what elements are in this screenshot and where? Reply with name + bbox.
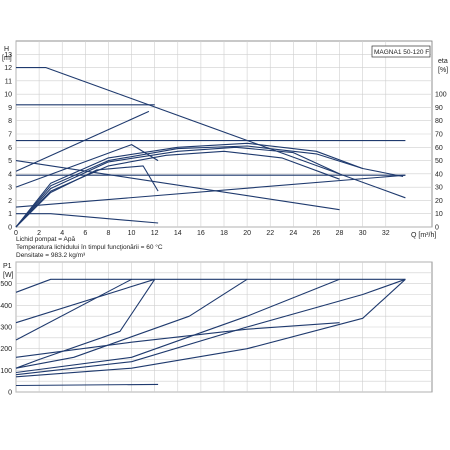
y-left-tick-label: 11 <box>5 78 12 85</box>
x-tick-label: 28 <box>336 230 344 237</box>
note-temperature: Temperatura lichidului în timpul funcţio… <box>16 243 163 251</box>
y-right-tick-label: 30 <box>435 185 443 192</box>
y-left-tick-label: 5 <box>8 158 12 165</box>
y-left-tick-label: 7 <box>8 132 12 139</box>
bottom-series-line <box>15 322 340 358</box>
x-tick-label: 18 <box>220 230 228 237</box>
x-tick-label: 0 <box>14 230 18 237</box>
x-tick-label: 8 <box>106 230 110 237</box>
y-left-tick-label: 12 <box>4 65 12 72</box>
y-tick-label: 500 <box>0 281 12 288</box>
x-tick-label: 26 <box>313 230 321 237</box>
y-right-tick-label: 60 <box>435 145 443 152</box>
y-tick-label: 0 <box>8 390 12 397</box>
bottom-series-line <box>15 278 406 293</box>
y-right-tick-label: 100 <box>435 92 447 99</box>
bottom-series-line <box>15 278 406 376</box>
x-tick-label: 32 <box>382 230 390 237</box>
x-tick-label: 4 <box>60 230 64 237</box>
y-tick-label: 100 <box>0 368 12 375</box>
y-left-tick-label: 2 <box>8 198 12 205</box>
x-tick-label: 2 <box>37 230 41 237</box>
power-chart: 0 100 200 300 400 500 P1 [W] <box>0 261 433 397</box>
x-tick-label: 14 <box>174 230 182 237</box>
x-axis-unit-label: Q [m³/h] <box>411 232 436 239</box>
bottom-series-line <box>15 278 406 378</box>
bottom-series-line <box>15 278 340 374</box>
top-series-line <box>15 144 159 188</box>
top-series-line <box>16 67 406 199</box>
y-left-unit-top: H <box>4 46 9 53</box>
bottom-series-line <box>15 278 156 369</box>
top-series-line <box>15 146 340 228</box>
x-tick-label: 6 <box>83 230 87 237</box>
top-series-line <box>15 160 340 211</box>
y-left-tick-label: 0 <box>8 225 12 232</box>
y-right-tick-label: 20 <box>435 198 443 205</box>
x-tick-label: 10 <box>128 230 136 237</box>
y-unit-bottom: [W] <box>3 272 14 279</box>
y-left-tick-label: 10 <box>4 92 12 99</box>
y-left-unit-bottom: [m] <box>2 55 12 62</box>
note-density: Densitate = 983.2 kg/m³ <box>16 252 86 259</box>
y-right-tick-label: 40 <box>435 171 443 178</box>
x-tick-label: 22 <box>266 230 274 237</box>
top-series-line <box>16 213 159 224</box>
y-right-unit-top: eta <box>438 58 448 65</box>
y-tick-label: 400 <box>0 303 12 310</box>
bottom-series-line <box>15 278 132 341</box>
y-right-tick-label: 10 <box>435 211 443 218</box>
y-left-tick-label: 6 <box>8 145 12 152</box>
note-liquid: Lichid pompat = Apă <box>16 236 75 243</box>
bottom-grid <box>15 261 432 393</box>
x-tick-label: 20 <box>243 230 251 237</box>
bottom-series-line <box>15 278 248 369</box>
y-tick-label: 300 <box>0 325 12 332</box>
y-left-tick-label: 1 <box>8 211 12 218</box>
y-right-tick-label: 70 <box>435 132 443 139</box>
head-efficiency-chart: 0123456789101112130102030405060708090100… <box>2 40 448 259</box>
model-label-box <box>371 45 431 58</box>
y-tick-label: 200 <box>0 346 12 353</box>
y-left-tick-label: 13 <box>4 52 12 59</box>
x-tick-label: 12 <box>151 230 159 237</box>
y-left-tick-label: 3 <box>8 185 12 192</box>
top-series-line <box>15 174 406 208</box>
y-right-tick-label: 0 <box>435 225 439 232</box>
top-series-line <box>15 165 159 228</box>
y-left-tick-label: 9 <box>8 105 12 112</box>
bottom-series-line <box>15 278 155 324</box>
bottom-series-line <box>15 383 159 387</box>
x-tick-label: 24 <box>289 230 297 237</box>
y-left-tick-label: 8 <box>8 118 12 125</box>
y-unit-top: P1 <box>3 263 12 270</box>
top-series-line <box>15 145 363 228</box>
top-grid <box>15 41 432 228</box>
x-tick-label: 30 <box>359 230 367 237</box>
x-tick-label: 16 <box>197 230 205 237</box>
top-series-line <box>15 142 404 228</box>
y-right-tick-label: 90 <box>435 105 443 112</box>
top-axes: 0123456789101112130102030405060708090100… <box>4 52 447 237</box>
model-label: MAGNA1 50-120 F <box>374 49 429 56</box>
top-series-line <box>15 150 340 228</box>
top-series <box>15 67 406 228</box>
y-right-tick-label: 80 <box>435 118 443 125</box>
bottom-axes: 0 100 200 300 400 500 <box>0 281 12 396</box>
bottom-series <box>15 278 406 387</box>
y-right-unit-bottom: [%] <box>438 67 448 74</box>
top-series-line <box>15 110 150 172</box>
y-left-tick-label: 4 <box>8 171 12 178</box>
y-right-tick-label: 50 <box>435 158 443 165</box>
